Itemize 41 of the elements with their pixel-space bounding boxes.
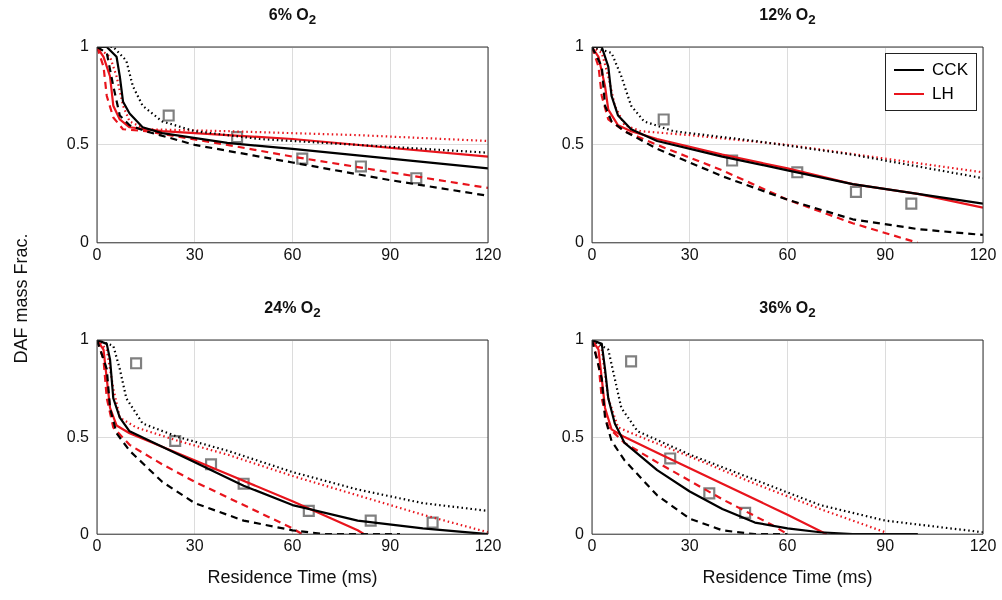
x-tick-label: 120 [969, 537, 997, 555]
x-tick-label: 60 [283, 245, 302, 263]
x-tick-label: 90 [381, 537, 400, 555]
chart-title: 36% O$_{2}$ [758, 299, 817, 321]
y-tick-label: 1 [80, 37, 90, 55]
chart-title: 6% O$_{2}$ [267, 6, 318, 28]
x-tick-label: 120 [474, 537, 502, 555]
y-tick-label: 0 [80, 524, 90, 542]
legend-label: CCK [932, 60, 968, 80]
x-tick-label: 90 [381, 245, 400, 263]
y-axis-title: DAF mass Frac. [10, 232, 32, 366]
x-tick-label: 60 [283, 537, 302, 555]
x-tick-label: 0 [587, 245, 597, 263]
x-tick-label: 120 [474, 245, 502, 263]
y-tick-label: 1 [80, 330, 90, 348]
x-tick-label: 60 [778, 245, 797, 263]
y-tick-label: 0.5 [66, 427, 90, 445]
x-axis-title: Residence Time (ms) [207, 567, 378, 588]
y-tick-label: 0 [575, 524, 585, 542]
y-tick-label: 1 [575, 330, 585, 348]
x-axis-title: Residence Time (ms) [702, 567, 873, 588]
y-tick-label: 1 [575, 37, 585, 55]
x-tick-label: 90 [876, 537, 895, 555]
x-tick-label: 30 [185, 537, 204, 555]
x-tick-label: 0 [92, 537, 102, 555]
x-tick-label: 120 [969, 245, 997, 263]
x-tick-label: 30 [680, 537, 699, 555]
x-tick-label: 0 [92, 245, 102, 263]
y-tick-label: 0 [575, 233, 585, 251]
y-tick-label: 0.5 [561, 427, 585, 445]
x-tick-label: 60 [778, 537, 797, 555]
y-tick-label: 0.5 [561, 135, 585, 153]
x-tick-label: 30 [680, 245, 699, 263]
chart-title: 24% O$_{2}$ [263, 299, 322, 321]
x-tick-label: 90 [876, 245, 895, 263]
x-tick-label: 0 [587, 537, 597, 555]
chart-title: 12% O$_{2}$ [758, 6, 817, 28]
legend-label: LH [932, 84, 954, 104]
y-tick-label: 0 [80, 233, 90, 251]
y-tick-label: 0.5 [66, 135, 90, 153]
x-tick-label: 30 [185, 245, 204, 263]
